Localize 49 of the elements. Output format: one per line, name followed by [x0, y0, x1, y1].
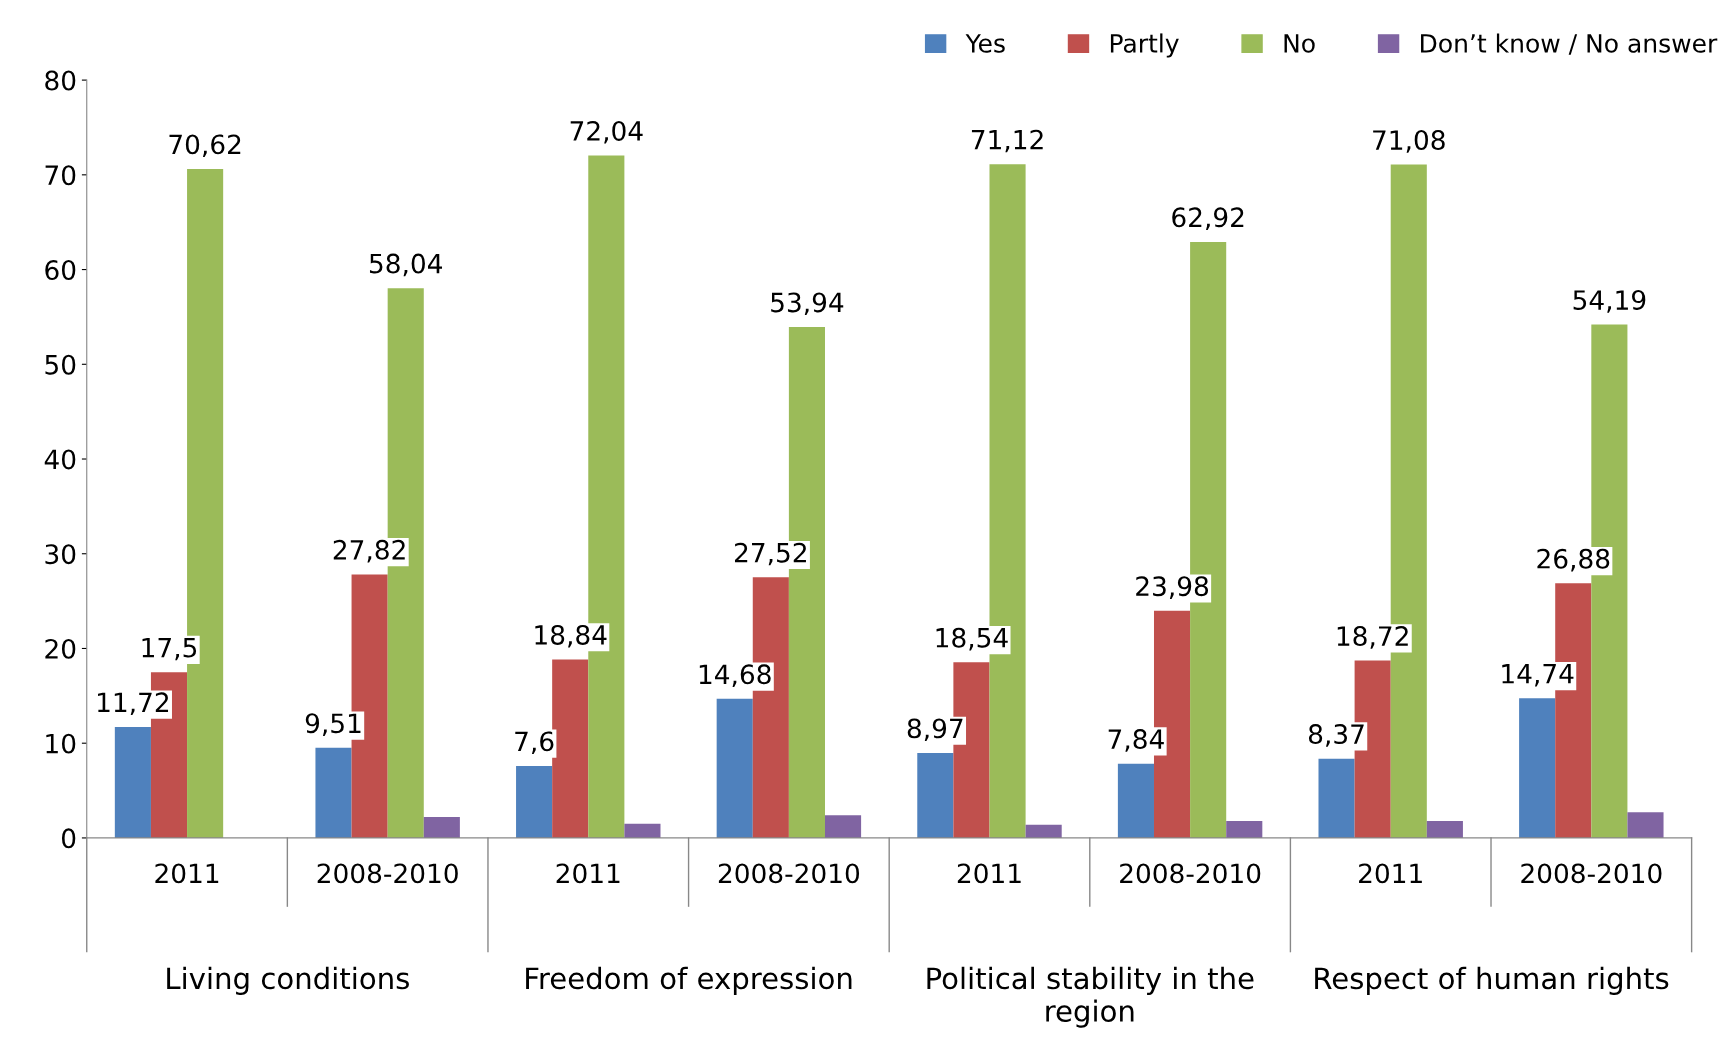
y-tick-label: 80	[45, 70, 76, 91]
data-label: 54,19	[1573, 290, 1646, 313]
y-tick-label: 70	[45, 165, 76, 186]
data-label: 58,04	[369, 253, 443, 277]
text: Living conditions	[167, 966, 409, 995]
legend-label: Don’t know / No answer	[1421, 33, 1718, 55]
text: Respect of human rights	[1315, 966, 1669, 995]
data-label: 72,04	[570, 120, 643, 144]
y-tick-label: 10	[46, 733, 76, 754]
legend-label: Yes	[965, 34, 1005, 53]
data-label: 11,72	[98, 692, 169, 716]
legend-label: Partly	[1110, 33, 1179, 58]
x-tick-label: 2008-2010	[718, 863, 860, 884]
y-tick-label: 0	[61, 828, 76, 849]
x-tick-label: 2011	[1359, 863, 1422, 884]
data-label: 17,5	[142, 637, 197, 661]
x-tick-label: 2011	[155, 863, 219, 884]
x-tick-label: 2008-2010	[1521, 863, 1662, 884]
data-label: 23,98	[1136, 576, 1209, 599]
legend-label: No	[1284, 34, 1315, 53]
y-tick-label: 20	[45, 638, 76, 659]
text: Freedom of expression	[526, 966, 852, 995]
data-label: 14,68	[699, 664, 771, 687]
data-label: 18,54	[936, 627, 1008, 651]
data-label: 27,52	[734, 542, 806, 566]
data-label: 7,84	[1108, 729, 1164, 752]
data-label: 62,92	[1172, 207, 1244, 231]
y-tick-label: 40	[44, 449, 76, 470]
data-label: 71,08	[1373, 130, 1445, 153]
data-label: 8,97	[907, 718, 963, 742]
data-label: 70,62	[169, 134, 241, 158]
data-label: 71,12	[971, 129, 1043, 153]
x-tick-label: 2011	[957, 863, 1021, 884]
y-tick-label: 60	[45, 260, 76, 280]
y-tick-label: 30	[45, 544, 76, 565]
data-label: 53,94	[771, 292, 844, 316]
y-tick-label: 50	[45, 354, 76, 375]
data-label: 14,74	[1502, 664, 1574, 687]
data-label: 9,51	[305, 713, 361, 736]
x-tick-label: 2011	[556, 863, 620, 884]
data-label: 26,88	[1537, 548, 1610, 572]
data-label: 27,82	[333, 539, 405, 563]
x-tick-label: 2008-2010	[1120, 863, 1261, 884]
x-tick-label: 2008-2010	[317, 863, 458, 884]
data-label: 7,6	[515, 731, 554, 755]
data-label: 8,37	[1308, 724, 1364, 747]
text: Political stability in the region	[927, 966, 1254, 1028]
data-label: 18,72	[1337, 626, 1408, 649]
data-label: 18,84	[535, 624, 607, 648]
